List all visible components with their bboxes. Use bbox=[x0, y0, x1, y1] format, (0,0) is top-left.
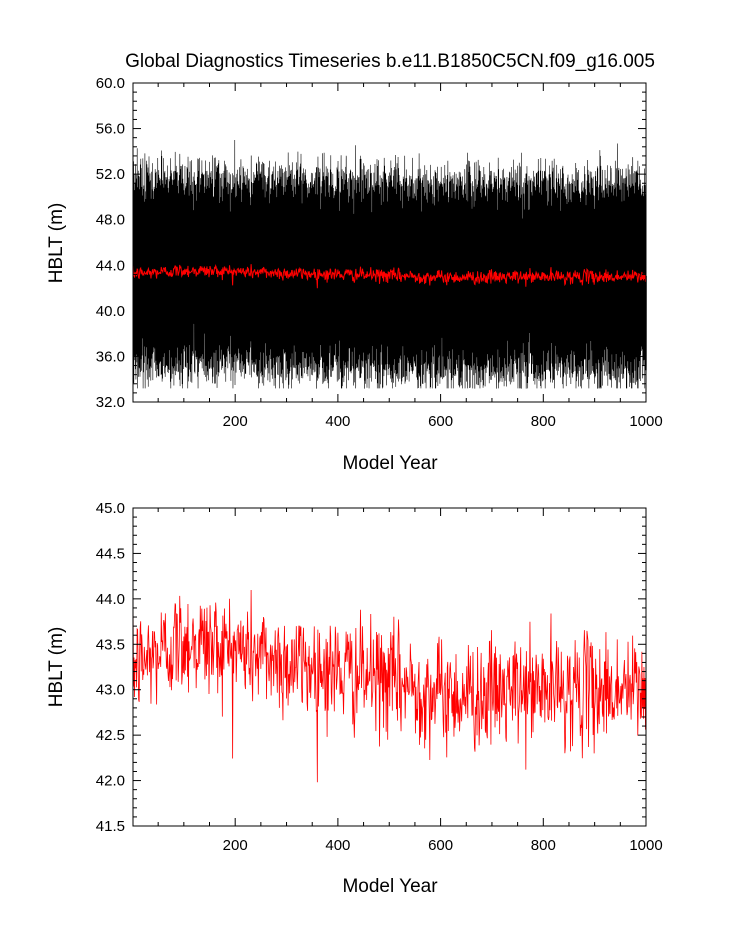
top-monthly-line bbox=[132, 139, 647, 389]
chart-title: Global Diagnostics Timeseries b.e11.B185… bbox=[125, 51, 655, 72]
bottom-xtick-label: 400 bbox=[325, 837, 350, 854]
bottom-ytick-label: 41.5 bbox=[96, 818, 125, 835]
bottom-annual-line bbox=[132, 589, 647, 783]
top-ytick-label: 36.0 bbox=[96, 348, 125, 365]
bottom-ytick-label: 42.0 bbox=[96, 773, 125, 790]
top-x-axis-label: Model Year bbox=[342, 453, 438, 474]
top-ytick-label: 56.0 bbox=[96, 121, 125, 138]
top-ytick-label: 60.0 bbox=[96, 75, 125, 92]
bottom-ytick-label: 42.5 bbox=[96, 727, 125, 744]
bottom-xtick-label: 800 bbox=[531, 837, 556, 854]
bottom-ytick-label: 45.0 bbox=[96, 500, 125, 517]
top-ytick-label: 44.0 bbox=[96, 257, 125, 274]
bottom-xtick-label: 1000 bbox=[629, 837, 662, 854]
top-xtick-label: 1000 bbox=[629, 413, 662, 430]
top-y-axis-label: HBLT (m) bbox=[46, 203, 67, 284]
bottom-y-axis-label: HBLT (m) bbox=[46, 627, 67, 708]
bottom-x-axis-label: Model Year bbox=[342, 876, 438, 897]
top-annual-line bbox=[132, 263, 647, 289]
top-xtick-label: 200 bbox=[223, 413, 248, 430]
top-ticks: 200 400 600 800 1000 32.0 36.0 40.0 44.0 48.0 52.0… bbox=[96, 75, 663, 430]
top-xtick-label: 400 bbox=[325, 413, 350, 430]
top-panel: Global Diagnostics Timeseries b.e11.B185… bbox=[46, 51, 663, 474]
bottom-ticks: 200 400 600 800 1000 41.5 42.0 42.5 43.0 43.5 44.0… bbox=[96, 500, 663, 854]
top-series-group bbox=[132, 139, 647, 389]
top-ytick-label: 32.0 bbox=[96, 394, 125, 411]
bottom-ytick-label: 43.5 bbox=[96, 636, 125, 653]
top-xtick-label: 800 bbox=[531, 413, 556, 430]
bottom-ytick-label: 44.0 bbox=[96, 591, 125, 608]
bottom-xtick-label: 200 bbox=[223, 837, 248, 854]
bottom-panel: 200 400 600 800 1000 41.5 42.0 42.5 43.0 43.5 44.0… bbox=[46, 500, 663, 897]
top-ytick-label: 40.0 bbox=[96, 303, 125, 320]
top-ytick-label: 52.0 bbox=[96, 166, 125, 183]
top-ytick-label: 48.0 bbox=[96, 212, 125, 229]
top-xtick-label: 600 bbox=[428, 413, 453, 430]
bottom-ytick-label: 43.0 bbox=[96, 682, 125, 699]
bottom-xtick-label: 600 bbox=[428, 837, 453, 854]
bottom-series-group bbox=[132, 589, 647, 783]
bottom-ytick-label: 44.5 bbox=[96, 545, 125, 562]
